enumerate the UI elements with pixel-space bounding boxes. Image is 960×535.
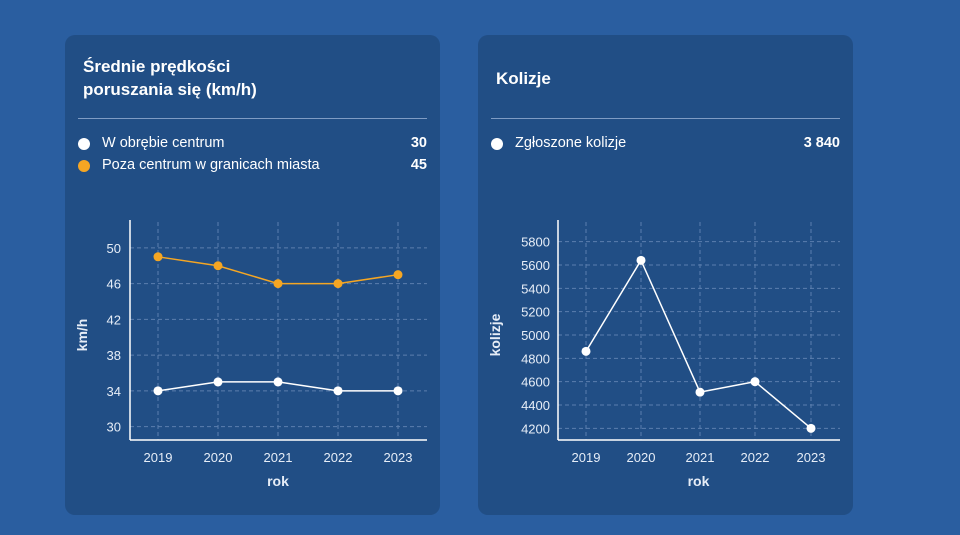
data-point (750, 377, 760, 387)
divider (78, 118, 427, 119)
y-tick-label: 42 (107, 312, 121, 327)
data-point (153, 386, 163, 396)
legend-value: 45 (410, 157, 427, 173)
series-line (585, 258, 812, 429)
x-tick-label: 2022 (324, 450, 353, 465)
legend-value: 30 (410, 135, 427, 151)
data-point (333, 279, 343, 289)
data-point (806, 423, 816, 433)
legend-value: 3 840 (803, 135, 840, 151)
x-axis-title: rok (688, 473, 710, 489)
data-point (393, 270, 403, 280)
collisions-card: Kolizje Zgłoszone kolizje 3 840 4200 4400… (478, 35, 853, 515)
y-tick-label: 5600 (521, 258, 550, 273)
x-tick-label: 2023 (384, 450, 413, 465)
legend-dot-icon (78, 138, 90, 150)
x-tick-label: 2023 (797, 450, 826, 465)
data-point (636, 255, 646, 265)
collisions-line-chart: 4200 4400 4600 4800 5000 5200 5400 5600 5800 2019… (487, 220, 840, 489)
legend-label: W obrębie centrum (102, 135, 225, 151)
legend-item-kolizje: Zgłoszone kolizje 3 840 (491, 135, 840, 155)
title-line-2: poruszania się (km/h) (83, 80, 257, 99)
x-tick-label: 2021 (264, 450, 293, 465)
data-point (273, 377, 283, 387)
y-tick-label: 4400 (521, 398, 550, 413)
collisions-card-title: Kolizje (496, 67, 551, 90)
x-tick-label: 2020 (204, 450, 233, 465)
x-tick-label: 2019 (572, 450, 601, 465)
y-tick-label: 5800 (521, 235, 550, 250)
legend-item-poza-centrum: Poza centrum w granicach miasta 45 (78, 157, 427, 177)
data-point (695, 387, 705, 397)
data-point (581, 346, 591, 356)
title-line-1: Średnie prędkości (83, 57, 231, 76)
x-tick-label: 2022 (741, 450, 770, 465)
speed-card: Średnie prędkości poruszania się (km/h) … (65, 35, 440, 515)
x-tick-label: 2021 (686, 450, 715, 465)
y-tick-label: 30 (107, 420, 121, 435)
y-tick-label: 38 (107, 348, 121, 363)
y-tick-label: 4200 (521, 421, 550, 436)
data-point (213, 377, 223, 387)
speed-line-chart: 30 34 38 42 46 50 2019 2020 2021 2022 2023 rok km/h (74, 220, 427, 489)
divider (491, 118, 840, 119)
data-point (213, 261, 223, 271)
y-tick-label: 46 (107, 277, 121, 292)
legend-dot-icon (78, 160, 90, 172)
x-tick-label: 2019 (144, 450, 173, 465)
legend-dot-icon (491, 138, 503, 150)
y-axis-title: km/h (74, 319, 90, 352)
x-tick-label: 2020 (627, 450, 656, 465)
y-tick-label: 5200 (521, 305, 550, 320)
legend-item-centrum: W obrębie centrum 30 (78, 135, 427, 155)
y-tick-label: 50 (107, 241, 121, 256)
speed-card-title: Średnie prędkości poruszania się (km/h) (83, 55, 257, 101)
y-axis-title: kolizje (487, 313, 503, 356)
y-tick-label: 5000 (521, 328, 550, 343)
legend-label: Poza centrum w granicach miasta (102, 157, 320, 173)
data-point (273, 279, 283, 289)
y-tick-label: 4800 (521, 351, 550, 366)
data-point (153, 252, 163, 262)
y-tick-label: 4600 (521, 375, 550, 390)
data-point (393, 386, 403, 396)
x-axis-title: rok (267, 473, 289, 489)
data-point (333, 386, 343, 396)
y-tick-label: 5400 (521, 281, 550, 296)
title-line-1: Kolizje (496, 69, 551, 88)
legend-label: Zgłoszone kolizje (515, 135, 627, 151)
y-tick-label: 34 (107, 384, 121, 399)
